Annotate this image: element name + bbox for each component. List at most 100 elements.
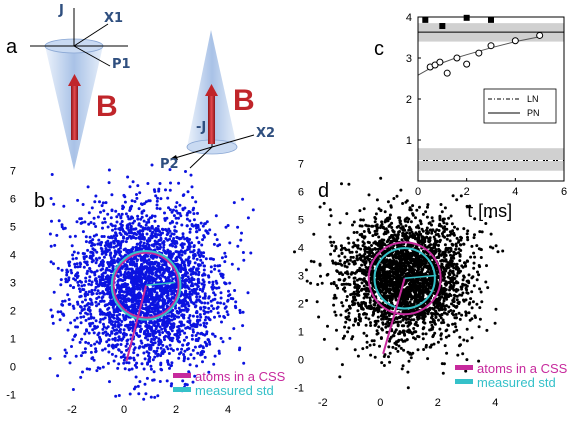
atom-point	[100, 240, 104, 244]
atom-point	[496, 250, 500, 254]
atom-point	[133, 303, 137, 307]
atom-point	[154, 227, 158, 230]
atom-point	[109, 256, 113, 260]
atom-point	[66, 328, 70, 332]
atom-point	[175, 221, 179, 225]
atom-point	[200, 331, 204, 335]
atom-point	[70, 345, 73, 348]
atom-point	[157, 242, 161, 246]
atom-point	[154, 351, 158, 355]
atom-point	[226, 224, 230, 227]
atom-point	[79, 305, 83, 309]
atom-point	[227, 289, 230, 293]
atom-point	[217, 286, 221, 290]
atom-point	[89, 316, 93, 320]
atom-point	[223, 306, 227, 310]
atom-point	[113, 324, 117, 328]
atom-point	[146, 326, 150, 330]
atom-point	[120, 224, 124, 228]
atom-point	[193, 253, 197, 257]
atom-point	[68, 260, 72, 264]
atom-point	[83, 332, 87, 336]
atom-point	[340, 363, 344, 367]
atom-point	[109, 299, 113, 303]
atom-point	[113, 251, 117, 255]
atom-point	[130, 310, 134, 314]
atom-point	[454, 242, 458, 246]
atom-point	[138, 254, 142, 258]
atom-point	[124, 240, 128, 244]
atom-point	[170, 361, 174, 365]
atom-point	[158, 284, 162, 288]
atom-point	[121, 239, 125, 243]
atom-point	[159, 277, 163, 281]
atom-point	[122, 235, 125, 239]
atom-point	[180, 329, 184, 333]
atom-point	[169, 384, 173, 388]
atom-point	[146, 361, 150, 365]
atom-point	[161, 343, 165, 347]
atom-point	[74, 256, 78, 260]
atom-point	[205, 220, 209, 224]
atom-point	[136, 301, 139, 305]
atom-point	[348, 318, 352, 322]
atom-point	[69, 268, 73, 272]
atom-point	[125, 260, 129, 264]
atom-point	[138, 279, 142, 283]
atom-point	[183, 349, 187, 353]
atom-point	[146, 288, 150, 292]
atom-point	[213, 233, 217, 237]
atom-point	[88, 240, 92, 244]
legend-ln: LN	[527, 94, 539, 104]
atom-point	[169, 181, 172, 185]
atom-point	[48, 232, 52, 236]
atom-point	[75, 262, 79, 266]
atom-point	[221, 276, 225, 279]
atom-point	[147, 280, 151, 284]
atom-point	[181, 275, 185, 279]
atom-point	[72, 250, 76, 254]
atom-point	[161, 304, 165, 307]
atom-point	[159, 197, 163, 201]
atom-point	[137, 291, 141, 295]
atom-point	[194, 334, 198, 337]
atom-point	[469, 255, 473, 259]
atom-point	[150, 216, 153, 219]
atom-point	[148, 239, 151, 243]
data-point-circle	[443, 69, 451, 77]
atom-point	[133, 231, 137, 235]
atom-point	[202, 235, 206, 239]
atom-point	[305, 299, 309, 302]
atom-point	[78, 287, 81, 291]
atom-point	[105, 242, 109, 246]
atom-point	[115, 220, 119, 224]
atom-point	[90, 288, 94, 292]
atom-point	[457, 240, 460, 244]
atom-point	[120, 297, 124, 301]
atom-point	[123, 200, 127, 204]
atom-point	[202, 280, 206, 284]
atom-point	[90, 244, 93, 248]
atom-point	[59, 278, 63, 282]
atom-point	[180, 347, 184, 351]
legend-measured-std-b: measured std	[195, 383, 274, 398]
atom-point	[111, 313, 115, 317]
atom-point	[161, 299, 165, 303]
atom-point	[167, 275, 171, 279]
atom-point	[477, 359, 481, 363]
atom-point	[190, 337, 194, 341]
atom-point	[116, 366, 120, 370]
atom-point	[424, 210, 428, 214]
atom-point	[436, 270, 439, 274]
atom-point	[305, 279, 309, 283]
atom-point	[101, 264, 105, 268]
atom-point	[95, 250, 99, 254]
atom-point	[430, 311, 433, 315]
atom-point	[158, 325, 162, 329]
atom-point	[185, 348, 189, 351]
atom-point	[201, 360, 204, 364]
atom-point	[157, 299, 161, 303]
atom-point	[125, 361, 129, 365]
atom-point	[107, 350, 111, 354]
atom-point	[122, 361, 126, 365]
